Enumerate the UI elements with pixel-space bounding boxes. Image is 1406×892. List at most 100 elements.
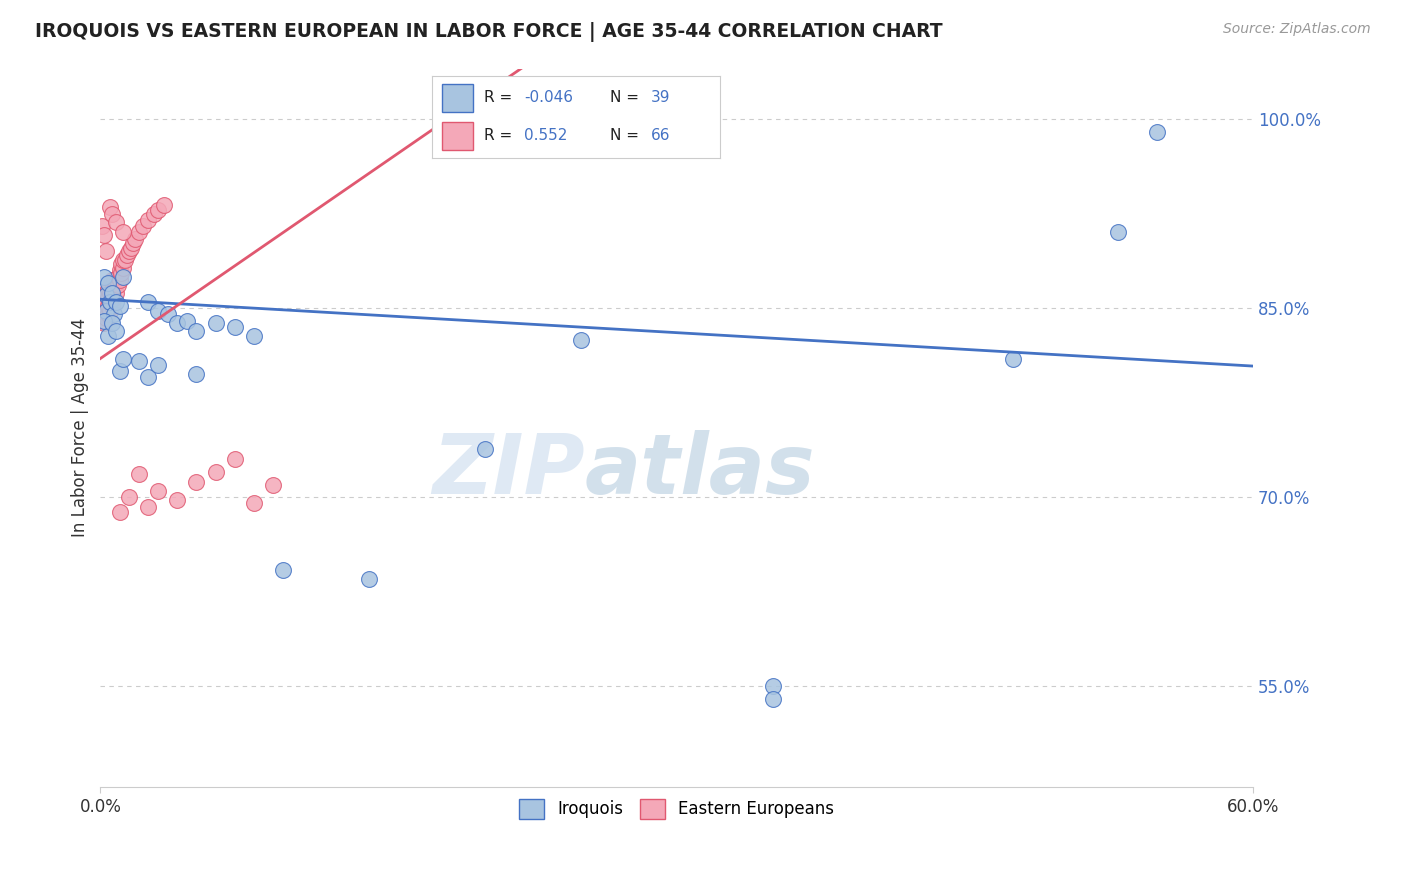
Point xyxy=(98,294,121,309)
Point xyxy=(224,320,246,334)
Point xyxy=(94,285,117,300)
Point xyxy=(97,291,120,305)
Point xyxy=(97,276,120,290)
Text: ZIP: ZIP xyxy=(432,431,585,511)
Point xyxy=(94,303,117,318)
Point xyxy=(98,303,121,318)
Text: R =: R = xyxy=(484,128,522,144)
Point xyxy=(108,299,131,313)
Point xyxy=(101,299,124,313)
Y-axis label: In Labor Force | Age 35-44: In Labor Force | Age 35-44 xyxy=(72,318,89,537)
Point xyxy=(94,288,117,302)
Point xyxy=(262,477,284,491)
Point xyxy=(104,276,127,290)
Point xyxy=(97,299,120,313)
Point xyxy=(103,307,125,321)
Point xyxy=(128,467,150,482)
Point xyxy=(94,294,117,309)
Point xyxy=(108,505,131,519)
Point xyxy=(93,316,115,330)
Point xyxy=(91,303,114,318)
Point xyxy=(91,294,114,309)
Point xyxy=(94,303,117,318)
Point xyxy=(101,206,124,220)
Point xyxy=(91,314,114,328)
Text: Source: ZipAtlas.com: Source: ZipAtlas.com xyxy=(1223,22,1371,37)
Point xyxy=(128,226,150,240)
Text: R =: R = xyxy=(484,90,516,105)
Point xyxy=(93,314,115,328)
Point xyxy=(152,197,174,211)
Point xyxy=(93,307,115,321)
Point xyxy=(146,483,169,498)
Point xyxy=(103,282,125,296)
Point xyxy=(108,263,131,277)
Point xyxy=(97,282,120,296)
Text: IROQUOIS VS EASTERN EUROPEAN IN LABOR FORCE | AGE 35-44 CORRELATION CHART: IROQUOIS VS EASTERN EUROPEAN IN LABOR FO… xyxy=(35,22,943,42)
Point xyxy=(103,273,125,287)
Point xyxy=(146,202,169,217)
Point xyxy=(128,354,150,368)
Point xyxy=(243,496,266,510)
Point xyxy=(166,316,188,330)
Point xyxy=(166,492,188,507)
Text: N =: N = xyxy=(610,90,644,105)
Point xyxy=(98,278,121,293)
Point xyxy=(359,572,381,586)
FancyBboxPatch shape xyxy=(441,84,474,112)
Legend: Iroquois, Eastern Europeans: Iroquois, Eastern Europeans xyxy=(512,792,841,826)
Point xyxy=(110,266,132,280)
Point xyxy=(1146,124,1168,138)
Point xyxy=(98,294,121,309)
Point xyxy=(204,316,226,330)
Point xyxy=(124,232,146,246)
Point xyxy=(91,219,114,233)
Point xyxy=(104,215,127,229)
Point xyxy=(762,679,785,693)
Text: 66: 66 xyxy=(651,128,671,144)
Point xyxy=(93,291,115,305)
Point xyxy=(118,244,141,259)
Point xyxy=(104,324,127,338)
Point xyxy=(104,285,127,300)
Point xyxy=(94,244,117,259)
Point xyxy=(120,241,142,255)
Point xyxy=(1107,226,1129,240)
Point xyxy=(108,364,131,378)
Point xyxy=(107,269,129,284)
Point xyxy=(103,291,125,305)
Point xyxy=(101,273,124,287)
Point xyxy=(762,692,785,706)
Point xyxy=(107,278,129,293)
Text: 39: 39 xyxy=(651,90,671,105)
Point xyxy=(143,206,166,220)
Point xyxy=(131,219,153,233)
Point xyxy=(108,273,131,287)
Point xyxy=(138,212,160,227)
Point xyxy=(115,248,138,262)
Point xyxy=(110,257,132,271)
Point xyxy=(243,328,266,343)
FancyBboxPatch shape xyxy=(441,122,474,150)
Point xyxy=(146,358,169,372)
Point xyxy=(122,235,145,250)
Point xyxy=(112,260,135,275)
Text: N =: N = xyxy=(610,128,644,144)
Point xyxy=(97,328,120,343)
Point xyxy=(101,291,124,305)
Point xyxy=(146,303,169,318)
Point xyxy=(186,367,208,381)
Point xyxy=(156,307,179,321)
Point xyxy=(176,314,198,328)
Point xyxy=(271,563,294,577)
Point xyxy=(104,294,127,309)
Point xyxy=(101,285,124,300)
Point xyxy=(98,200,121,214)
Point xyxy=(98,285,121,300)
Point xyxy=(112,253,135,268)
Point xyxy=(118,490,141,504)
Text: -0.046: -0.046 xyxy=(524,90,572,105)
Point xyxy=(1001,351,1024,366)
Point xyxy=(101,316,124,330)
Point xyxy=(93,299,115,313)
